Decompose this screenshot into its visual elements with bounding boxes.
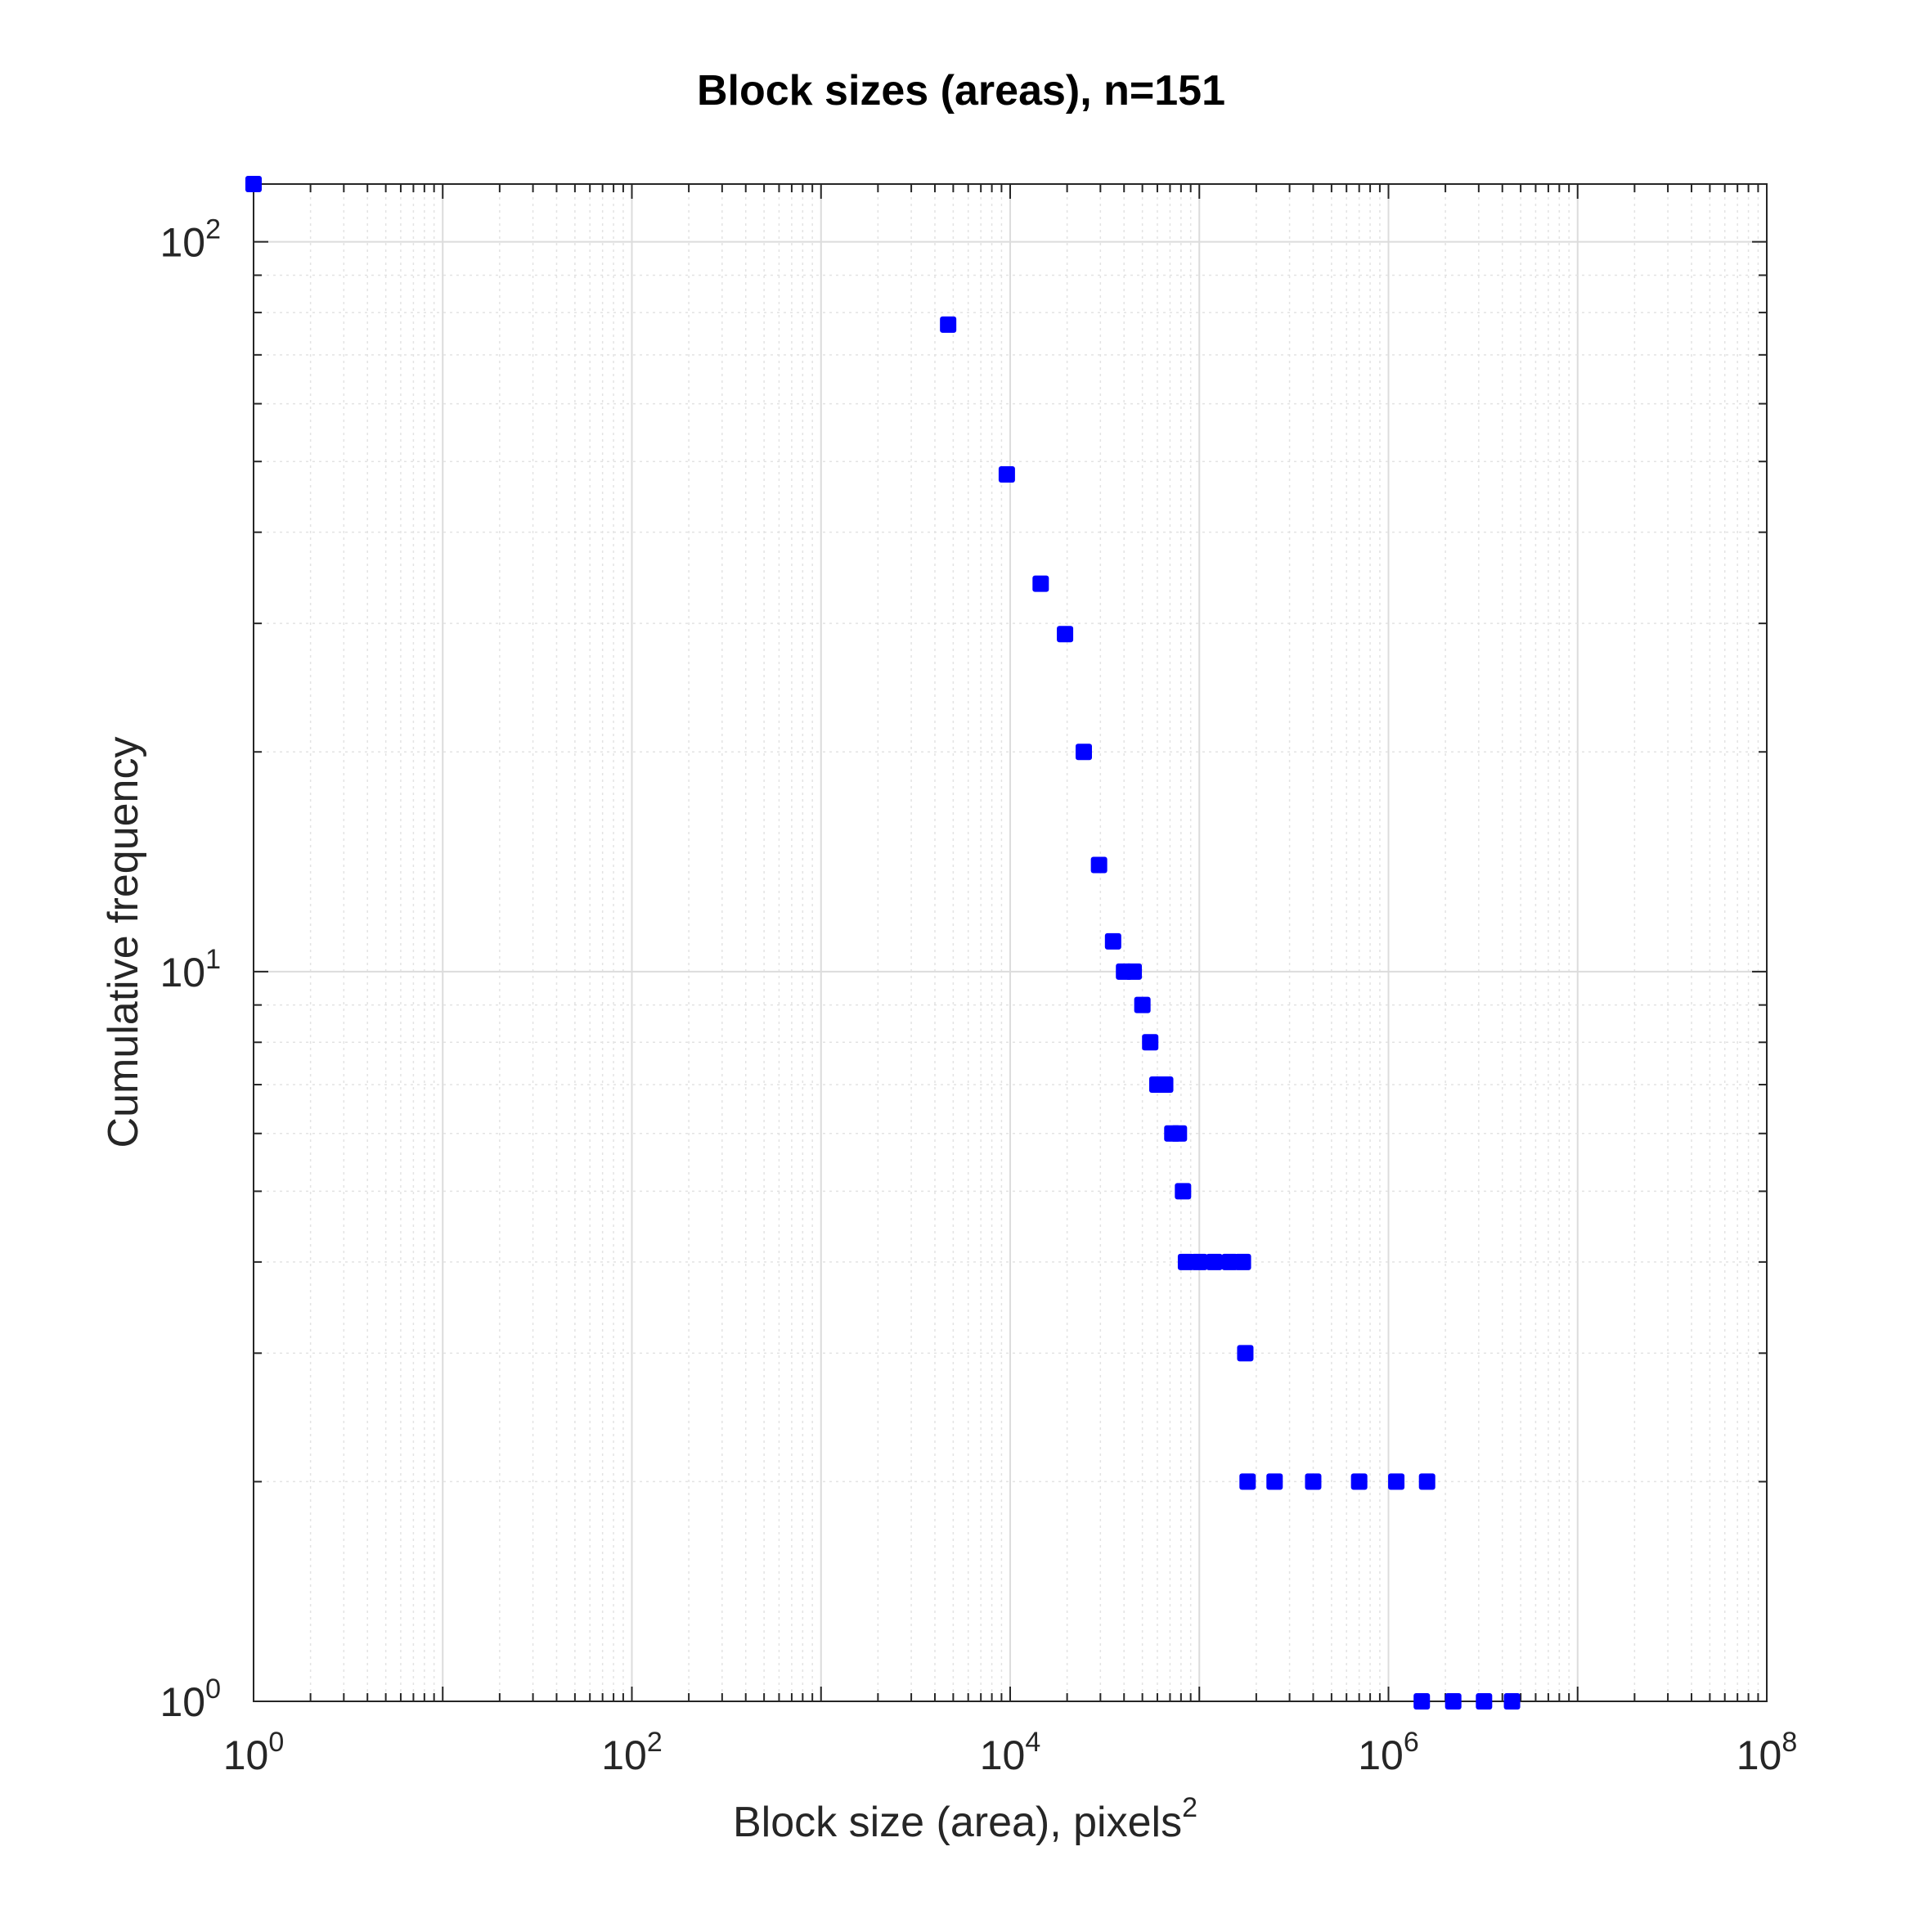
x-tick-label: 108 [1737, 1727, 1798, 1778]
y-tick-label-exponent: 1 [205, 944, 221, 975]
x-tick-label: 102 [601, 1727, 663, 1778]
x-axis-label-superscript: 2 [1182, 1792, 1197, 1823]
x-tick-label: 104 [980, 1727, 1041, 1778]
x-tick-label-base: 10 [980, 1732, 1026, 1778]
data-point [1418, 1473, 1436, 1490]
x-tick-label-base: 10 [1737, 1732, 1782, 1778]
data-point [1175, 1183, 1192, 1200]
data-point [1090, 856, 1108, 874]
data-point [1057, 626, 1074, 643]
data-point [245, 176, 262, 192]
y-tick-label-exponent: 2 [205, 214, 221, 245]
data-point [1476, 1693, 1493, 1710]
x-tick-label-base: 10 [223, 1732, 269, 1778]
data-point [1413, 1693, 1431, 1710]
data-point [1126, 963, 1143, 980]
data-point [1266, 1473, 1283, 1490]
data-point [1075, 744, 1092, 761]
data-point [1221, 1253, 1238, 1270]
data-point [1350, 1473, 1368, 1490]
data-point [1157, 1076, 1174, 1094]
y-tick-label: 100 [160, 1674, 221, 1725]
chart-title: Block sizes (areas), n=151 [697, 67, 1225, 115]
data-point [1388, 1473, 1405, 1490]
plot-frame [253, 183, 1768, 1702]
data-point [1503, 1693, 1521, 1710]
x-tick-label-exponent: 0 [268, 1727, 284, 1758]
x-axis-label: Block size (area), pixels2 [733, 1792, 1197, 1846]
y-tick-label: 101 [160, 944, 221, 995]
data-point [1177, 1253, 1194, 1270]
data-point [998, 466, 1015, 483]
data-point [1032, 575, 1049, 592]
data-markers [245, 176, 1521, 1710]
data-point [1134, 996, 1151, 1013]
y-tick-label-base: 10 [160, 1679, 205, 1725]
y-tick-label-base: 10 [160, 950, 205, 995]
data-point [1191, 1253, 1208, 1270]
x-tick-label-base: 10 [1358, 1732, 1404, 1778]
data-point [1237, 1345, 1254, 1362]
x-tick-label-exponent: 6 [1404, 1727, 1419, 1758]
x-tick-label-exponent: 4 [1025, 1727, 1040, 1758]
y-tick-label: 102 [160, 214, 221, 266]
data-point [1239, 1473, 1256, 1490]
data-point [1142, 1034, 1159, 1051]
x-tick-label: 100 [223, 1727, 285, 1778]
y-tick-label-base: 10 [160, 220, 205, 266]
data-point [1170, 1125, 1188, 1142]
tick-marks [253, 184, 1768, 1702]
data-point [940, 316, 957, 333]
x-tick-label-exponent: 2 [647, 1727, 663, 1758]
data-point [1234, 1253, 1251, 1270]
x-tick-label: 106 [1358, 1727, 1419, 1778]
x-tick-label-base: 10 [601, 1732, 647, 1778]
x-tick-labels: 100 102 104 106 108 [223, 1727, 1798, 1778]
data-point [1445, 1693, 1462, 1710]
data-point [1206, 1253, 1223, 1270]
y-tick-label-exponent: 0 [205, 1674, 221, 1705]
grid [253, 184, 1768, 1702]
x-axis-label-text: Block size (area), pixels [733, 1799, 1182, 1846]
y-axis-label: Cumulative frequency [100, 737, 147, 1148]
x-tick-label-exponent: 8 [1781, 1727, 1797, 1758]
data-point [1305, 1473, 1322, 1490]
data-point [1104, 932, 1121, 950]
